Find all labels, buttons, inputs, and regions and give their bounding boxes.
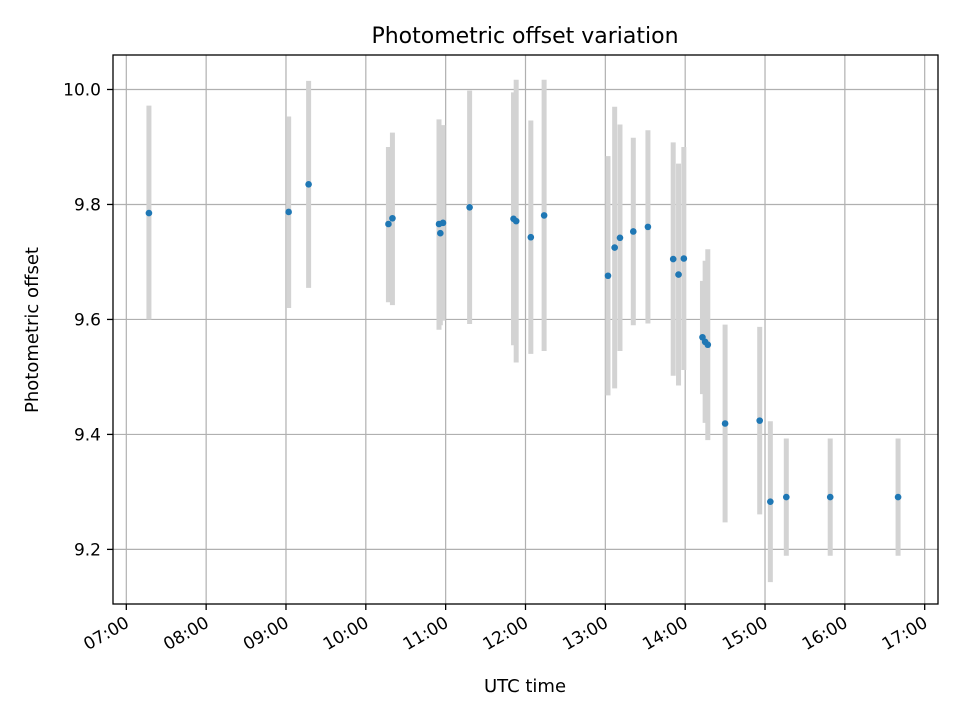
y-tick-label: 9.4 <box>74 425 101 445</box>
data-point <box>285 208 292 216</box>
data-point <box>389 214 396 222</box>
x-tick-label: 13:00 <box>559 613 611 655</box>
x-tick-label: 15:00 <box>719 613 771 655</box>
data-point <box>767 498 774 505</box>
y-tick-label: 9.6 <box>74 310 101 330</box>
y-tick-label: 9.2 <box>74 540 101 560</box>
x-axis-label: UTC time <box>484 676 566 697</box>
data-point <box>644 223 652 231</box>
data-point <box>466 204 473 211</box>
data-point <box>616 234 624 242</box>
data-point <box>680 255 688 262</box>
x-tick-label: 12:00 <box>480 613 532 655</box>
x-tick-label: 10:00 <box>320 613 372 655</box>
grid-lines <box>113 55 938 604</box>
data-point <box>783 493 790 501</box>
x-axis-ticks: 07:00 08:00 09:00 10:00 11:00 12:00 13:00 14:00… <box>80 604 931 655</box>
x-tick-label: 16:00 <box>799 613 851 655</box>
data-point <box>721 420 729 427</box>
y-tick-label: 10.0 <box>63 80 101 100</box>
y-axis-ticks: 9.2 9.4 9.6 9.8 10.0 <box>63 80 113 560</box>
data-point <box>826 493 834 501</box>
data-point <box>512 217 520 225</box>
x-tick-label: 14:00 <box>639 613 691 655</box>
data-points <box>145 181 902 505</box>
data-point <box>756 417 763 424</box>
x-tick-label: 17:00 <box>879 613 931 655</box>
data-point <box>437 229 444 237</box>
y-axis-label: Photometric offset <box>22 247 43 413</box>
data-point <box>439 219 447 227</box>
data-point <box>669 255 677 263</box>
data-point <box>540 212 548 219</box>
data-point <box>611 244 618 251</box>
data-point <box>629 228 637 235</box>
data-point <box>527 233 535 241</box>
x-tick-label: 09:00 <box>240 613 292 655</box>
x-tick-label: 08:00 <box>160 613 212 655</box>
data-point <box>604 272 612 280</box>
data-point <box>385 220 392 228</box>
y-tick-label: 9.8 <box>74 195 101 215</box>
error-bars <box>146 79 901 583</box>
data-point <box>675 271 682 278</box>
data-point <box>894 493 902 501</box>
data-point <box>704 341 712 349</box>
data-point <box>145 209 153 217</box>
x-tick-label: 07:00 <box>80 613 132 655</box>
x-tick-label: 11:00 <box>400 613 452 655</box>
chart-title: Photometric offset variation <box>371 24 678 49</box>
data-point <box>305 181 312 188</box>
